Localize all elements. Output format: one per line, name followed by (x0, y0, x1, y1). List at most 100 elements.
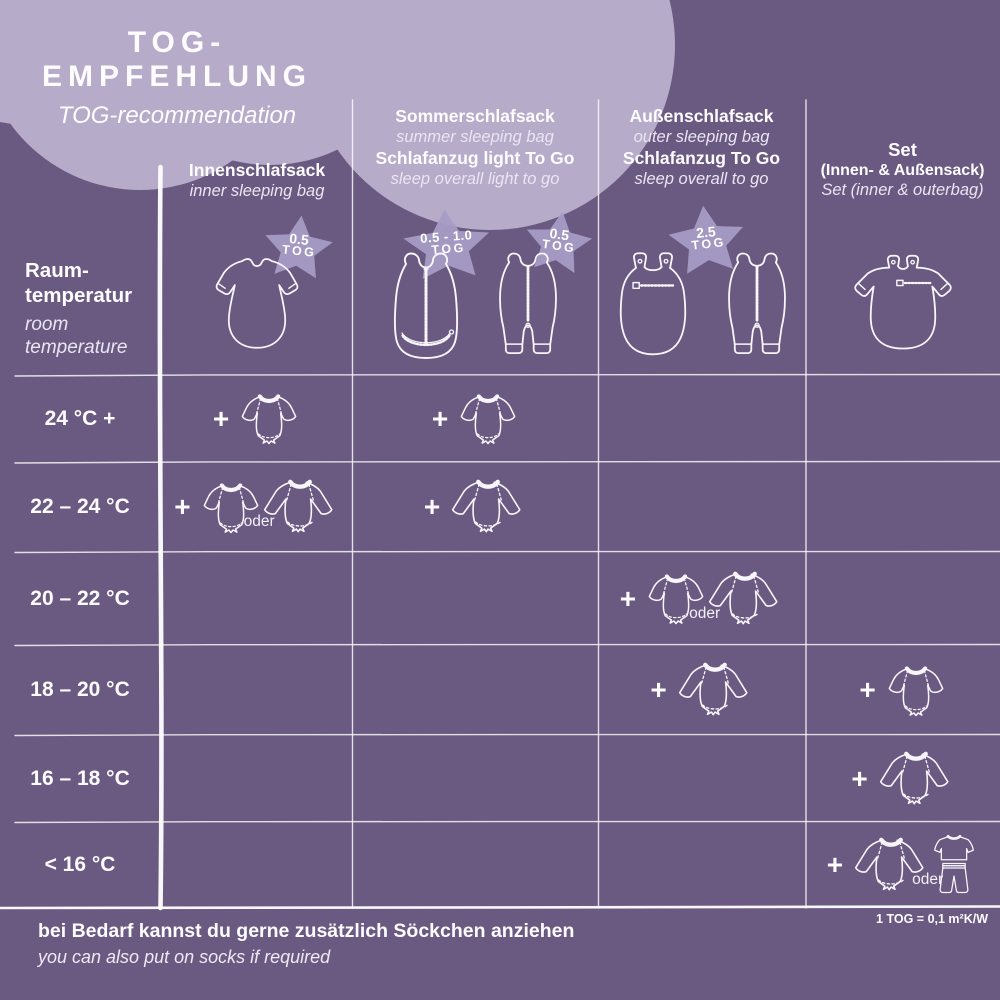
tog-star-badge: 0.5 TOG (258, 210, 339, 287)
bag-summer-icon (388, 248, 464, 360)
tog-definition-note: 1 TOG = 0,1 m²K/W (876, 912, 988, 926)
row-header-en-line1: room (25, 313, 69, 335)
column-header-set-line: Set (888, 139, 917, 160)
bodysuit-long-icon (878, 749, 954, 809)
cell-aussen-row4: + (598, 645, 805, 735)
row-header-de-line1: Raum- (25, 259, 89, 282)
cell-set-row1 (805, 375, 1000, 462)
plus-sign: + (174, 491, 191, 522)
cell-innen-row2: + oder (160, 462, 352, 552)
column-header-aussen-line: Schlafanzug To Go (622, 147, 781, 168)
page-title: TOG-EMPFEHLUNG (42, 26, 312, 93)
oder-label: oder (243, 513, 275, 530)
cell-set-row5: + (805, 735, 1000, 822)
bag-inner-icon (209, 250, 305, 357)
cell-sommer-row1: + (352, 375, 598, 462)
oder-label: oder (689, 604, 721, 622)
temperature-label: 24 °C + (44, 406, 116, 430)
bag-set-icon (847, 252, 959, 358)
product-sleep-overall (723, 248, 791, 365)
temperature-label: 16 – 18 °C (30, 766, 130, 790)
bodysuit-long-icon (707, 569, 783, 629)
tog-unit: TOG (690, 235, 727, 253)
cell-sommer-row6 (352, 822, 598, 908)
bodysuit-long-icon (853, 835, 929, 895)
column-header-sommer-line: sleep overall light to go (390, 169, 560, 188)
cell-set-row4: + (805, 645, 1000, 735)
bodysuit-short-icon (458, 391, 518, 446)
temperature-label: 22 – 24 °C (30, 495, 130, 518)
tog-star-badge: 0.5 - 1.0 TOG (397, 205, 496, 289)
column-header-aussen-line: outer sleeping bag (633, 127, 770, 146)
bag-outer-icon (613, 248, 693, 360)
cell-innen-row3 (160, 552, 352, 645)
cell-aussen-row1 (598, 375, 805, 462)
recommendation-table-body: 24 °C + + + 22 – 24 °C + oder + 20 – 22 °C… (0, 375, 1000, 908)
column-header-sommer-line: Sommerschlafsack (395, 106, 555, 126)
cell-innen-row5 (160, 735, 352, 822)
plus-sign: + (859, 674, 876, 705)
row-header-room-temperature: Raum- temperatur room temperature (25, 258, 132, 359)
cell-innen-row1: + (160, 375, 352, 462)
cell-sommer-row3 (352, 552, 598, 645)
column-header-innen-line: inner sleeping bag (189, 181, 325, 200)
cell-set-row6: + oder (805, 822, 1000, 908)
cell-sommer-row4 (352, 645, 598, 735)
plus-sign: + (650, 674, 667, 705)
cell-set-row2 (805, 462, 1000, 552)
plus-sign: + (212, 402, 230, 434)
page-subtitle: TOG-recommendation (57, 102, 297, 129)
bodysuit-short-icon (646, 571, 706, 626)
row-header-de-line2: temperatur (25, 284, 133, 308)
cell-sommer-row5 (352, 735, 598, 822)
product-bag-summer: 0.5 - 1.0 TOG (388, 209, 490, 365)
sleep-overall-icon (723, 248, 791, 360)
bodysuit-long-icon (677, 660, 753, 720)
pajama-set-icon (930, 833, 978, 897)
plus-sign: + (826, 849, 844, 880)
column-header-sommer-line: summer sleeping bag (396, 127, 554, 146)
column-header-sommer-line: Schlafanzug light To Go (375, 147, 575, 168)
page-title-block: TOG-EMPFEHLUNG TOG-recommendation (22, 26, 332, 130)
column-header-aussen-line: sleep overall to go (634, 169, 769, 188)
column-header-summer-sleeping-bag: Sommerschlafsack summer sleeping bag Schla… (354, 0, 596, 375)
bodysuit-long-icon (262, 477, 338, 537)
bodysuit-long-icon (450, 477, 526, 537)
product-sleep-overall: 0.5 TOG (494, 211, 592, 365)
cell-aussen-row5 (598, 735, 805, 822)
plus-sign: + (431, 402, 449, 434)
column-header-aussen-line: Außenschlafsack (629, 106, 774, 126)
cloud-shape (0, 0, 675, 230)
temperature-label: 20 – 22 °C (30, 586, 130, 610)
cell-sommer-row2: + (352, 462, 598, 552)
footnote-german: bei Bedarf kannst du gerne zusätzlich Sö… (38, 920, 575, 942)
cell-aussen-row3: + oder (598, 552, 805, 645)
oder-label: oder (912, 871, 944, 888)
product-bag-set (847, 252, 959, 363)
cell-aussen-row2 (598, 462, 805, 552)
column-header-set: Set (Innen- & Außensack) Set (inner & oute… (807, 0, 998, 375)
column-header-set-line: Set (inner & outerbag) (821, 181, 984, 200)
plus-sign: + (619, 582, 637, 614)
bodysuit-short-icon (886, 663, 946, 718)
product-bag-outer (613, 248, 693, 365)
sleep-overall-icon (494, 248, 562, 360)
tog-star-badge: 0.5 TOG (518, 205, 599, 282)
footnote-english: you can also put on socks if required (38, 947, 331, 967)
plus-sign: + (851, 762, 868, 794)
cell-set-row3 (805, 552, 1000, 645)
bodysuit-short-icon (201, 480, 261, 535)
cell-innen-row4 (160, 645, 352, 735)
column-header-set-line: (Innen- & Außensack) (820, 162, 985, 180)
column-header-inner-sleeping-bag: Innenschlafsack inner sleeping bag 0.5 TOG (162, 0, 352, 375)
row-header-en-line2: temperature (25, 336, 128, 358)
column-header-innen-line: Innenschlafsack (188, 160, 326, 180)
tog-star-badge: 2.5 TOG (662, 200, 751, 284)
footnote: bei Bedarf kannst du gerne zusätzlich Sö… (38, 920, 574, 968)
bodysuit-short-icon (239, 391, 299, 446)
product-bag-inner: 0.5 TOG (209, 215, 333, 362)
plus-sign: + (423, 491, 441, 522)
temperature-label: < 16 °C (44, 853, 116, 876)
column-header-outer-sleeping-bag: Außenschlafsack outer sleeping bag Schlafa… (600, 0, 803, 375)
